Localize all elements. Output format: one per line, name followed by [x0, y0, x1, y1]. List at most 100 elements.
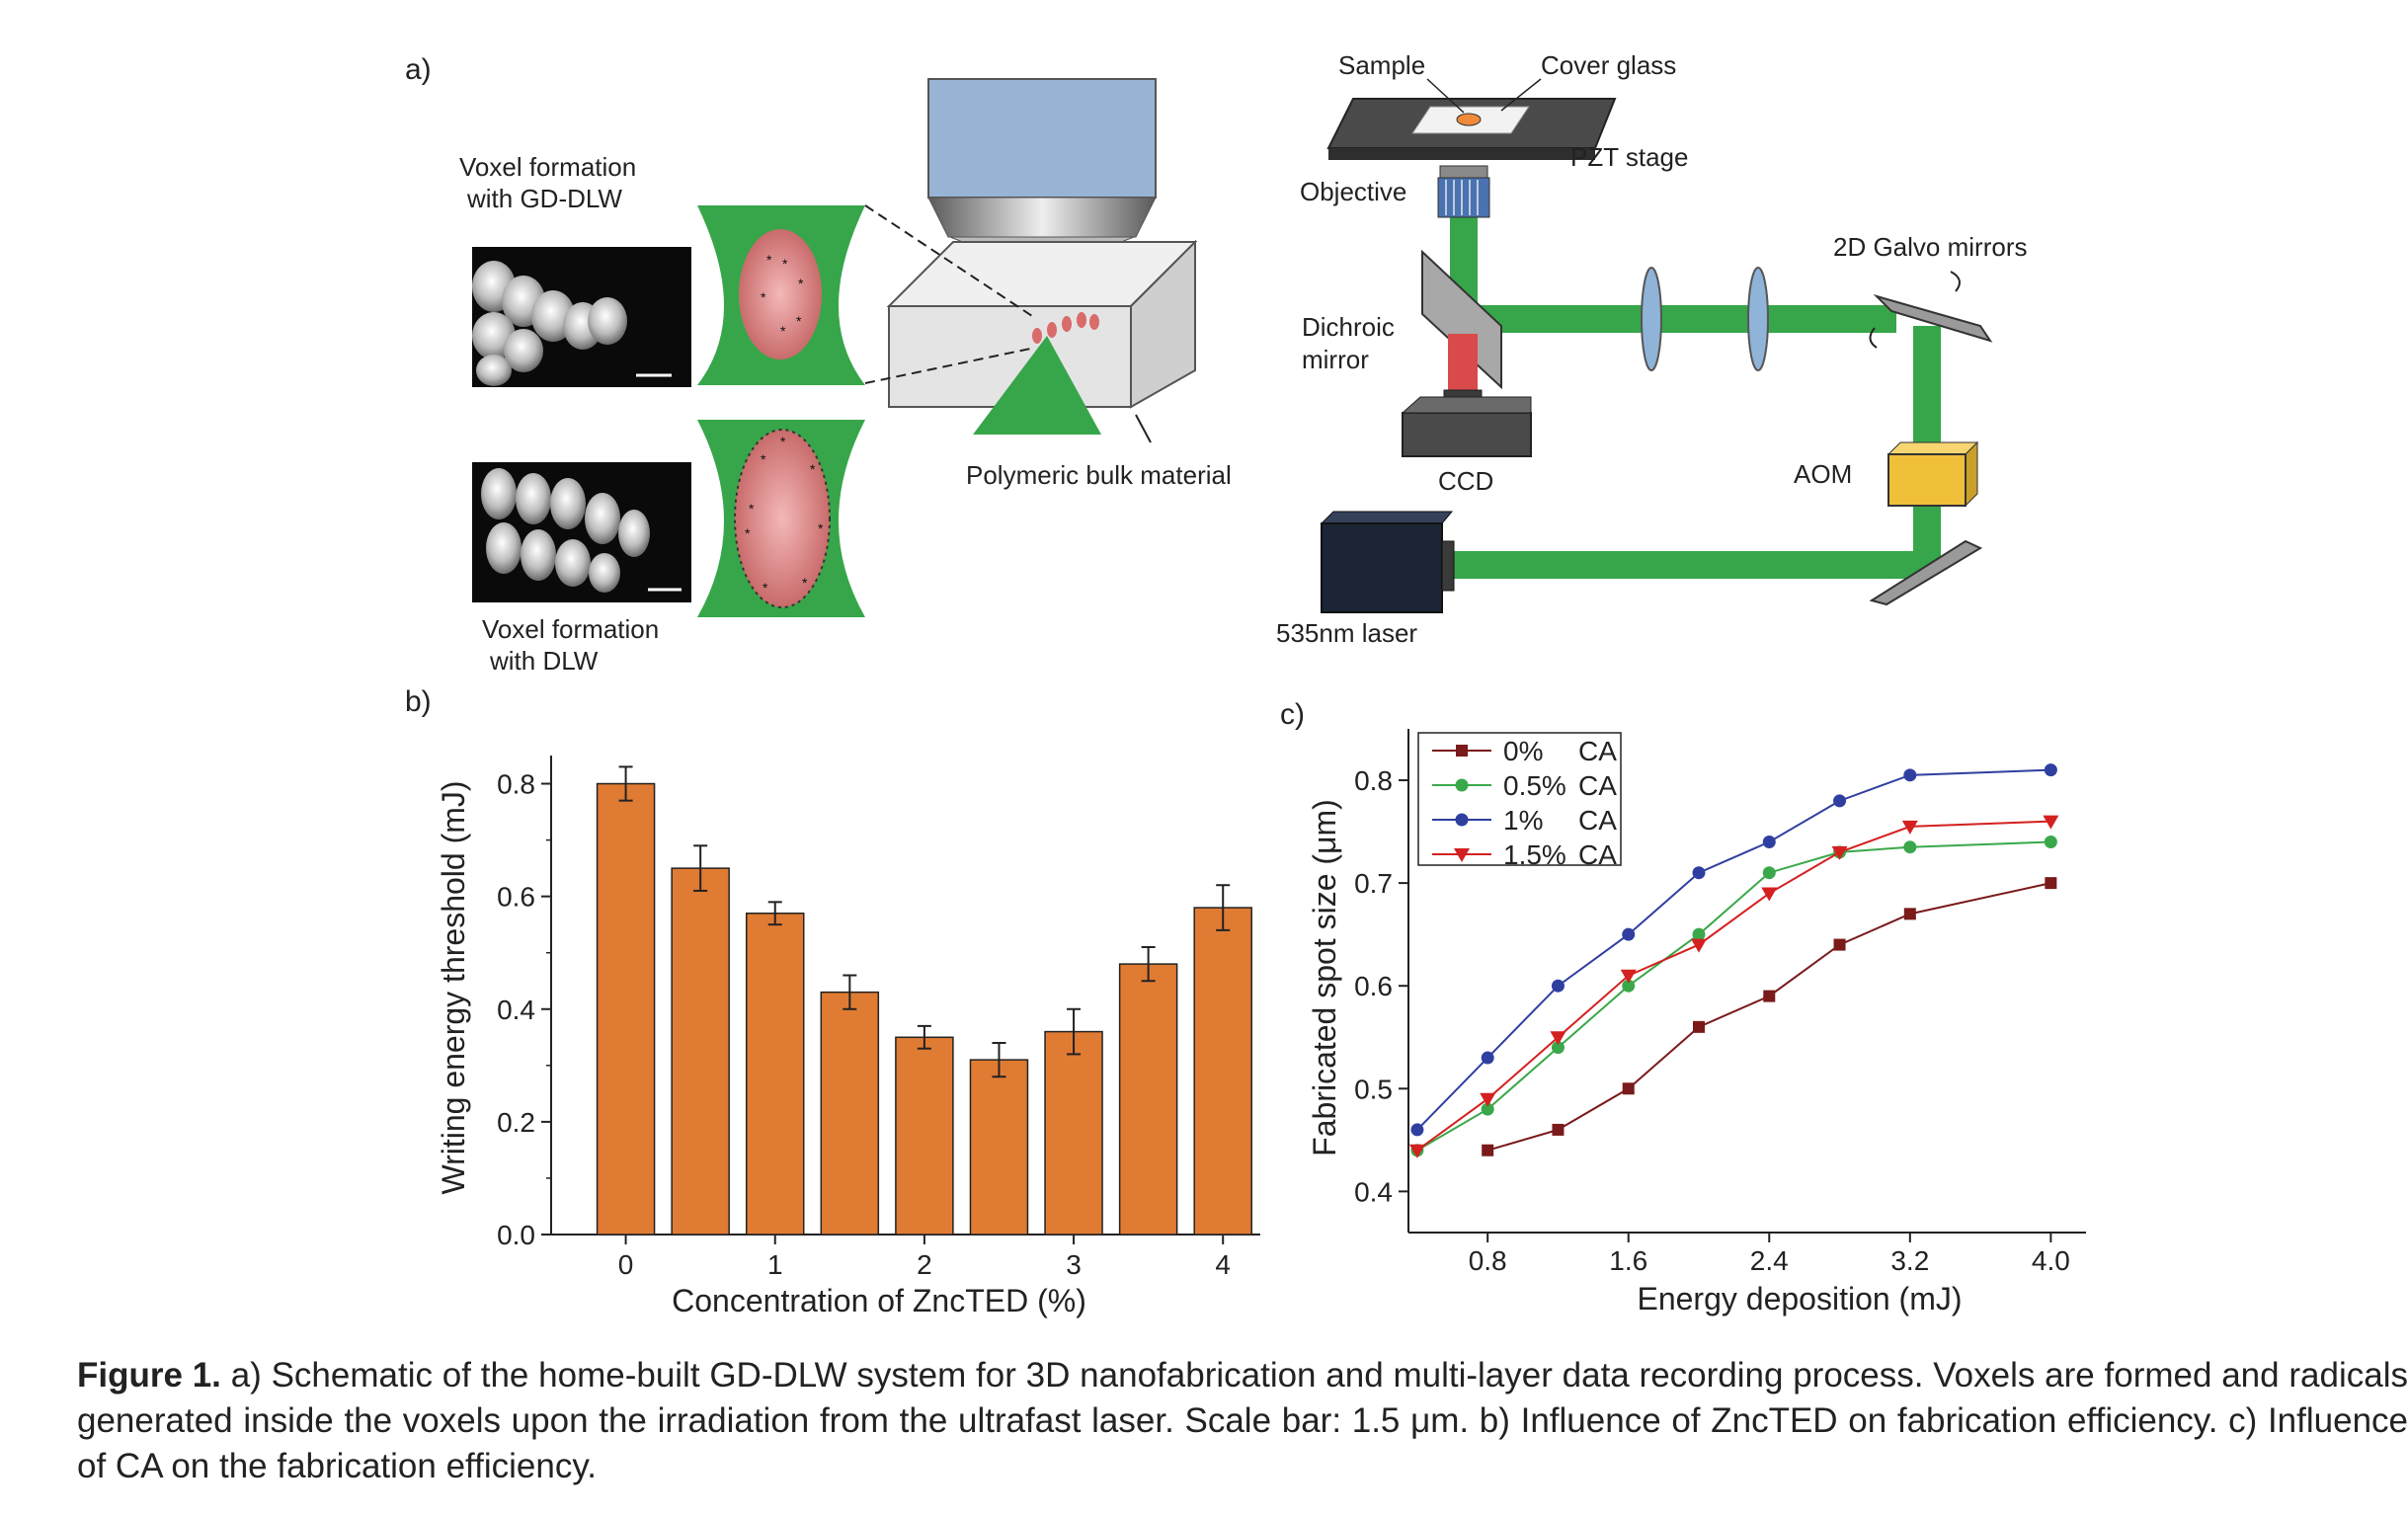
data-point — [1408, 1144, 1425, 1158]
ccd-beam — [1448, 334, 1478, 393]
data-point — [1481, 1102, 1494, 1116]
data-point — [1620, 969, 1637, 984]
bar — [745, 913, 805, 1236]
chart-c-xlabel: Energy deposition (mJ) — [1637, 1281, 1962, 1316]
data-point — [1692, 866, 1706, 880]
caption-label: Figure 1. — [77, 1356, 221, 1395]
objective-lens-upper — [927, 197, 1157, 238]
legend-label: 1% — [1503, 805, 1543, 836]
y-tick-label: 0.7 — [1354, 868, 1393, 899]
beam-horizontal-bottom — [1452, 551, 1921, 579]
data-point — [1550, 1031, 1566, 1046]
x-tick-label: 2.4 — [1750, 1245, 1789, 1276]
focused-beam-bottom — [973, 336, 1101, 435]
fold-mirror — [1869, 539, 1983, 606]
aom-label: AOM — [1794, 459, 1852, 489]
legend-suffix: CA — [1578, 770, 1617, 801]
svg-text:*: * — [818, 520, 824, 536]
panel-a-label: a) — [405, 53, 432, 86]
x-tick-label: 4.0 — [2032, 1245, 2070, 1276]
data-point — [1455, 778, 1469, 792]
svg-text:*: * — [810, 461, 816, 477]
data-point — [1410, 1123, 1424, 1137]
bar — [596, 782, 656, 1236]
data-point — [2044, 763, 2057, 777]
dlw-voxel — [734, 429, 831, 608]
data-point — [1551, 979, 1565, 993]
data-point — [1481, 1051, 1494, 1065]
dichroic-label-2: mirror — [1302, 345, 1369, 374]
y-tick-label: 0.0 — [497, 1220, 535, 1250]
data-point — [1903, 908, 1916, 920]
svg-text:*: * — [761, 289, 766, 305]
galvo-label: 2D Galvo mirrors — [1833, 232, 2027, 262]
laser-label: 535nm laser — [1276, 618, 1417, 648]
chart-c-legend — [1417, 732, 1622, 866]
data-point — [1482, 1144, 1494, 1156]
y-tick-label: 0.2 — [497, 1107, 535, 1138]
chart-b-ylabel: Writing energy threshold (mJ) — [436, 780, 471, 1194]
beam-vertical-right — [1913, 326, 1941, 553]
bar — [969, 1059, 1029, 1236]
written-voxels — [1032, 312, 1099, 344]
data-point — [1831, 845, 1848, 860]
ccd-label: CCD — [1438, 466, 1493, 496]
bulk-pointer — [1135, 414, 1152, 443]
data-point — [1833, 938, 1846, 951]
svg-text:*: * — [763, 580, 768, 596]
x-tick-label: 2 — [917, 1249, 932, 1280]
y-tick-label: 0.6 — [497, 882, 535, 913]
gd-title-line2: with GD-DLW — [466, 184, 622, 213]
chart-c-ylabel: Fabricated spot size (μm) — [1307, 799, 1342, 1156]
data-point — [1454, 848, 1470, 862]
figure-caption: Figure 1. a) Schematic of the home-built… — [77, 1353, 2408, 1489]
relay-lens-2 — [1747, 267, 1769, 371]
chart-b-xlabel: Concentration of ZncTED (%) — [672, 1283, 1086, 1318]
dlw-title-line2: with DLW — [489, 646, 599, 676]
x-tick-label: 3.2 — [1890, 1245, 1929, 1276]
data-point — [1762, 835, 1776, 848]
bar — [820, 991, 880, 1236]
y-tick-label: 0.8 — [1354, 765, 1393, 796]
panel-c-label: c) — [1280, 698, 1305, 731]
legend-suffix: CA — [1578, 839, 1617, 870]
dlw-micrograph-voxels — [481, 468, 650, 593]
galvo-mirror — [1873, 293, 1993, 343]
caption-text: a) Schematic of the home-built GD-DLW sy… — [77, 1356, 2408, 1485]
data-point — [1455, 813, 1469, 827]
svg-text:*: * — [766, 252, 772, 268]
aom-box — [1887, 453, 1967, 507]
gd-title-line1: Voxel formation — [459, 152, 636, 182]
sample-dot — [1456, 113, 1482, 126]
legend-suffix: CA — [1578, 805, 1617, 836]
data-point — [1551, 1041, 1565, 1055]
svg-text:*: * — [796, 313, 802, 329]
optical-setup: Sample Cover glass PZT stage Objective D… — [1276, 50, 2027, 648]
bar — [895, 1036, 954, 1236]
sample-label: Sample — [1338, 50, 1425, 80]
x-tick-label: 1.6 — [1609, 1245, 1647, 1276]
series-line — [1416, 840, 2051, 1152]
data-point — [1622, 979, 1636, 993]
bar — [1044, 1030, 1103, 1236]
series-line — [1486, 882, 2051, 1152]
gd-voxel — [739, 229, 822, 359]
y-tick-label: 0.5 — [1354, 1074, 1393, 1104]
data-point — [1552, 1123, 1565, 1136]
ccd-camera — [1402, 412, 1532, 457]
data-point — [1622, 927, 1636, 941]
legend-label: 0.5% — [1503, 770, 1566, 801]
y-tick-label: 0.4 — [497, 995, 535, 1025]
svg-text:*: * — [802, 575, 808, 591]
gd-dlw-schematic: Voxel formation with GD-DLW * * * * * * Voxe… — [459, 78, 1232, 676]
objective-label: Objective — [1300, 177, 1406, 206]
data-point — [1693, 1020, 1705, 1033]
svg-text:*: * — [798, 276, 804, 291]
data-point — [1833, 794, 1847, 808]
data-point — [2045, 877, 2057, 890]
zoom-line-bottom — [864, 347, 1036, 384]
data-point — [1901, 820, 1918, 835]
legend-label: 0% — [1503, 736, 1543, 766]
data-point — [1691, 938, 1707, 953]
